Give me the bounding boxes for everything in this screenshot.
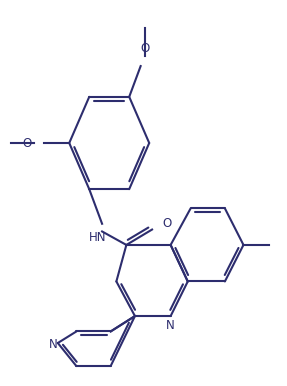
Text: O: O [162, 217, 171, 230]
Text: N: N [49, 339, 58, 351]
Text: O: O [23, 137, 32, 149]
Text: O: O [140, 42, 150, 54]
Text: N: N [166, 319, 175, 332]
Text: HN: HN [89, 232, 106, 244]
